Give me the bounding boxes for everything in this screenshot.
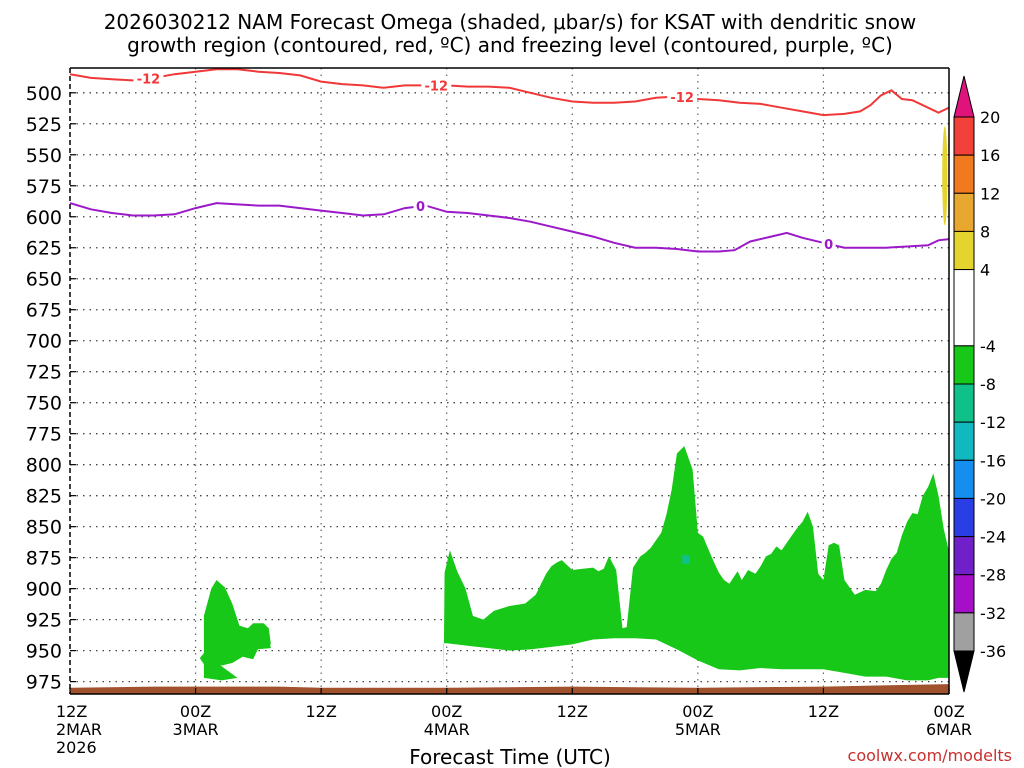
colorbar-box-3 [953, 230, 975, 271]
y-tick-label-625: 625 [26, 238, 62, 260]
x-tick-date-0: 2MAR [56, 720, 102, 739]
plot-area: -12 -12 -12 0 0 [70, 68, 949, 694]
colorbar-box-2 [953, 192, 975, 232]
y-tick-label-825: 825 [26, 486, 62, 508]
contour-minus12-label-bg-0 [133, 70, 164, 86]
colorbar-box-10 [953, 536, 975, 576]
colorbar-label-3: 8 [980, 222, 990, 241]
y-tick-label-925: 925 [26, 610, 62, 632]
x-tick-date-60: 5MAR [675, 720, 721, 739]
colorbar-box-5 [953, 345, 975, 385]
colorbar-label-7: -12 [980, 413, 1006, 432]
chart-title-line2: growth region (contoured, red, ºC) and f… [127, 33, 893, 57]
contour-minus12-label-bg-2 [667, 89, 698, 105]
colorbar-box-0 [953, 116, 975, 156]
plot-clip-group: -12 -12 -12 0 0 [70, 68, 949, 694]
terrain-band [70, 684, 949, 694]
y-tick-label-975: 975 [26, 672, 62, 694]
contour-minus12-label-bg-1 [421, 77, 452, 93]
colorbar-box-8 [953, 459, 975, 499]
colorbar-label-11: -28 [980, 566, 1006, 585]
colorbar-label-6: -8 [980, 375, 996, 394]
colorbar-box-4 [953, 269, 975, 347]
x-tick-label-48: 12Z [557, 702, 588, 721]
y-tick-label-875: 875 [26, 548, 62, 570]
axes: 500 525 550 575 600 625 650 675 700 725 750 775 800 8… [26, 67, 972, 757]
y-tick-label-650: 650 [26, 269, 62, 291]
y-tick-label-550: 550 [26, 145, 62, 167]
x-axis-label: Forecast Time (UTC) [409, 745, 611, 768]
contour-minus12-label-2: -12 [670, 91, 694, 106]
y-tick-label-600: 600 [26, 207, 62, 229]
omega-region-0b [232, 638, 271, 651]
colorbar-label-1: 16 [980, 146, 1000, 165]
chart-title-line1: 2026030212 NAM Forecast Omega (shaded, μ… [104, 10, 917, 34]
x-tick-label-0: 12Z [56, 702, 87, 721]
contour-zero-label-bg-0 [413, 198, 428, 214]
contour-minus12-label-0: -12 [137, 73, 161, 88]
contour-minus12-label-1: -12 [425, 79, 449, 94]
colorbar-label-13: -36 [980, 642, 1006, 661]
y-tick-label-775: 775 [26, 424, 62, 446]
x-tick-date-84: 6MAR [926, 720, 972, 739]
y-tick-label-950: 950 [26, 641, 62, 663]
colorbar: 20 16 12 8 4 -4 -8 -12 -16 -20 -24 -28 -32 -36 [953, 75, 1006, 693]
omega-region-2 [682, 555, 690, 564]
y-tick-label-800: 800 [26, 455, 62, 477]
y-tick-label-525: 525 [26, 114, 62, 136]
colorbar-label-10: -24 [980, 528, 1006, 547]
x-tick-label-84: 00Z [933, 702, 964, 721]
x-tick-label-60: 00Z [682, 702, 713, 721]
colorbar-top-arrow [953, 75, 975, 118]
omega-region-0 [199, 580, 271, 681]
colorbar-box-7 [953, 421, 975, 461]
y-tick-label-500: 500 [26, 83, 62, 105]
colorbar-label-0: 20 [980, 108, 1000, 127]
colorbar-bottom-arrow [953, 650, 975, 693]
x-tick-label-12: 00Z [180, 702, 211, 721]
x-tick-label-36: 00Z [431, 702, 462, 721]
y-tick-label-725: 725 [26, 362, 62, 384]
x-tick-year-0: 2026 [56, 738, 97, 757]
y-tick-label-850: 850 [26, 517, 62, 539]
omega-positive-sliver [942, 126, 948, 226]
colorbar-box-6 [953, 383, 975, 423]
y-tick-label-675: 675 [26, 300, 62, 322]
colorbar-box-9 [953, 497, 975, 538]
colorbar-box-11 [953, 574, 975, 614]
colorbar-label-4: 4 [980, 261, 990, 280]
colorbar-box-1 [953, 154, 975, 194]
colorbar-label-12: -32 [980, 604, 1006, 623]
contour-zero-label-1: 0 [824, 238, 833, 253]
credit-text: coolwx.com/modelts [848, 746, 1012, 765]
y-tick-label-750: 750 [26, 393, 62, 415]
x-tick-date-36: 4MAR [424, 720, 470, 739]
colorbar-label-8: -16 [980, 451, 1006, 470]
x-tick-date-12: 3MAR [173, 720, 219, 739]
y-tick-label-900: 900 [26, 579, 62, 601]
x-tick-label-72: 12Z [808, 702, 839, 721]
colorbar-box-12 [953, 612, 975, 652]
contour-minus12-line [70, 68, 949, 117]
colorbar-label-2: 12 [980, 184, 1000, 203]
contour-zero-label-0: 0 [416, 200, 425, 215]
contour-zero-line [70, 202, 949, 253]
colorbar-label-5: -4 [980, 337, 996, 356]
contour-zero-label-bg-1 [821, 236, 836, 252]
y-tick-label-700: 700 [26, 331, 62, 353]
colorbar-label-9: -20 [980, 489, 1006, 508]
omega-region-1 [443, 446, 949, 682]
x-tick-label-24: 12Z [305, 702, 336, 721]
y-tick-label-575: 575 [26, 176, 62, 198]
